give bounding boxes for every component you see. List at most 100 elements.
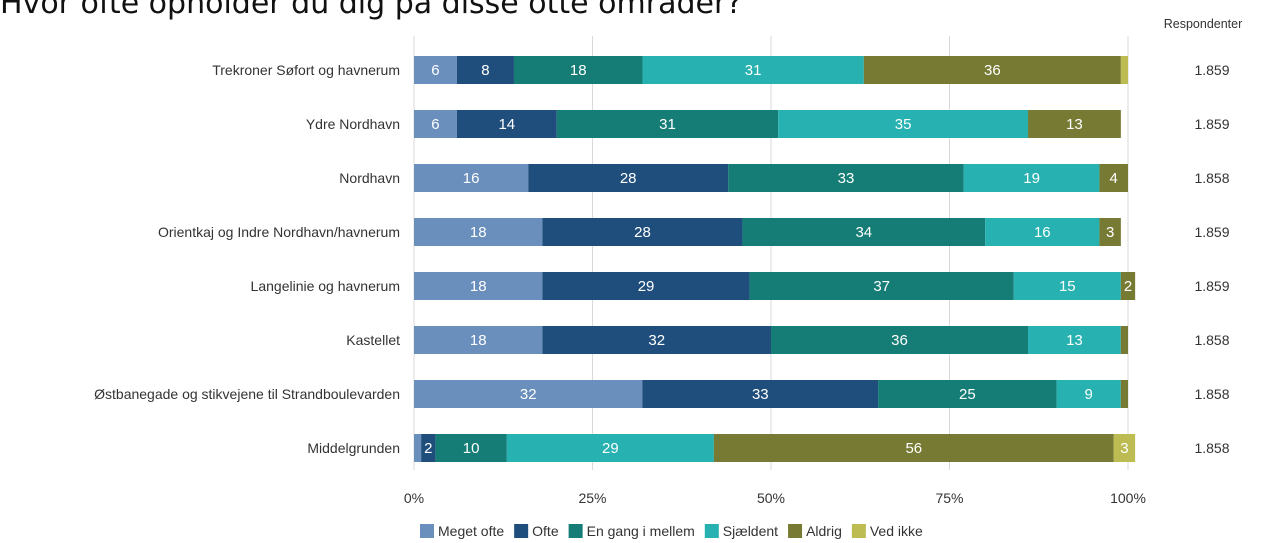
x-tick-label: 75% — [935, 490, 963, 506]
data-label: 25 — [959, 386, 976, 403]
data-label: 9 — [1085, 386, 1093, 403]
respondent-count: 1.859 — [1194, 224, 1229, 240]
data-label: 4 — [1110, 170, 1118, 187]
data-label: 18 — [470, 278, 487, 295]
bar-row: 18 28 34 16 3 — [414, 218, 1121, 246]
bar-segment — [456, 110, 557, 138]
respondent-count: 1.859 — [1194, 278, 1229, 294]
data-label: 33 — [838, 170, 855, 187]
legend-label: Ved ikke — [870, 523, 923, 539]
category-labels: Trekroner Søfort og havnerum Ydre Nordhav… — [94, 62, 400, 456]
data-label: 18 — [470, 224, 487, 241]
bar-segment — [528, 164, 729, 192]
category-label: Ydre Nordhavn — [306, 116, 400, 132]
bar-segment — [414, 218, 543, 246]
category-label: Trekroner Søfort og havnerum — [212, 62, 400, 78]
legend-label: En gang i mellem — [587, 523, 695, 539]
data-label: 2 — [424, 440, 432, 457]
data-label: 6 — [431, 116, 439, 133]
data-label: 34 — [855, 224, 872, 241]
legend-swatch — [420, 524, 434, 538]
bar-segment — [414, 272, 543, 300]
bar-segment — [414, 380, 643, 408]
bar-segment — [414, 56, 457, 84]
bar-segment — [642, 56, 864, 84]
bar-segment — [878, 380, 1057, 408]
chart-question: Hvor ofte opholder du dig på disse otte … — [0, 0, 743, 21]
legend-swatch — [851, 524, 866, 538]
x-tick-label: 50% — [757, 490, 785, 506]
bar-segment — [506, 434, 714, 462]
bar-segment — [513, 56, 643, 84]
bar-segment — [1013, 272, 1121, 300]
bar-segment — [1120, 380, 1128, 408]
bar-segment — [742, 218, 986, 246]
legend-label: Ofte — [532, 523, 559, 539]
data-label: 13 — [1066, 332, 1083, 349]
respondent-count: 1.859 — [1194, 116, 1229, 132]
legend-item: Aldrig — [788, 523, 842, 539]
category-label: Nordhavn — [339, 170, 400, 186]
legend: Meget ofte Ofte En gang i mellem Sjældent Al… — [420, 523, 923, 539]
bar-segment — [542, 326, 771, 354]
bar-segment — [421, 434, 436, 462]
data-label: 2 — [1124, 278, 1132, 295]
data-label: 3 — [1106, 224, 1114, 241]
data-label: 28 — [620, 170, 637, 187]
data-label: 32 — [648, 332, 665, 349]
legend-label: Meget ofte — [438, 523, 504, 539]
bar-segment — [778, 110, 1029, 138]
data-label: 28 — [634, 224, 651, 241]
data-label: 18 — [570, 62, 587, 79]
data-label: 32 — [520, 386, 537, 403]
bar-row: 6 8 18 31 36 — [414, 56, 1128, 84]
bar-row: 18 29 37 15 2 — [414, 272, 1136, 300]
legend-label: Aldrig — [806, 523, 842, 539]
bar-segment — [1028, 110, 1121, 138]
bar-segment — [1056, 380, 1121, 408]
data-label: 13 — [1066, 116, 1083, 133]
bar-segment — [414, 110, 457, 138]
data-label: 16 — [463, 170, 480, 187]
data-label: 16 — [1034, 224, 1051, 241]
x-axis-ticks: 0% 25% 50% 75% 100% — [404, 490, 1146, 506]
data-label: 14 — [498, 116, 515, 133]
bar-segment — [1120, 56, 1128, 84]
legend-item: Ved ikke — [851, 523, 923, 539]
bar-segment — [1120, 326, 1128, 354]
bar-segment — [414, 434, 422, 462]
category-label: Kastellet — [346, 332, 400, 348]
bar-segment — [1099, 218, 1121, 246]
legend-swatch — [788, 524, 803, 538]
data-label: 56 — [905, 440, 922, 457]
legend-item: Meget ofte — [420, 523, 504, 539]
respondent-count: 1.859 — [1194, 62, 1229, 78]
bar-segment — [542, 218, 743, 246]
legend-item: Ofte — [514, 523, 559, 539]
category-label: Orientkaj og Indre Nordhavn/havnerum — [158, 224, 400, 240]
bar-row: 6 14 31 35 13 — [414, 110, 1121, 138]
legend-swatch — [568, 524, 583, 538]
bar-segment — [435, 434, 507, 462]
data-label: 15 — [1059, 278, 1076, 295]
bar-row: 18 32 36 13 — [414, 326, 1128, 354]
bar-segment — [963, 164, 1100, 192]
bar-segment — [456, 56, 514, 84]
legend-swatch — [514, 524, 529, 538]
respondent-count: 1.858 — [1194, 332, 1229, 348]
bar-segment — [1113, 434, 1136, 462]
x-tick-label: 100% — [1110, 490, 1146, 506]
bar-segment — [1120, 272, 1136, 300]
data-label: 10 — [463, 440, 480, 457]
data-label: 31 — [659, 116, 676, 133]
data-label: 19 — [1023, 170, 1040, 187]
legend-item: En gang i mellem — [568, 523, 695, 539]
respondents-header: Respondenter — [1164, 17, 1243, 31]
bar-segment — [728, 164, 964, 192]
legend-label: Sjældent — [723, 523, 778, 539]
bar-segment — [1099, 164, 1128, 192]
respondent-count: 1.858 — [1194, 440, 1229, 456]
data-label: 31 — [745, 62, 762, 79]
